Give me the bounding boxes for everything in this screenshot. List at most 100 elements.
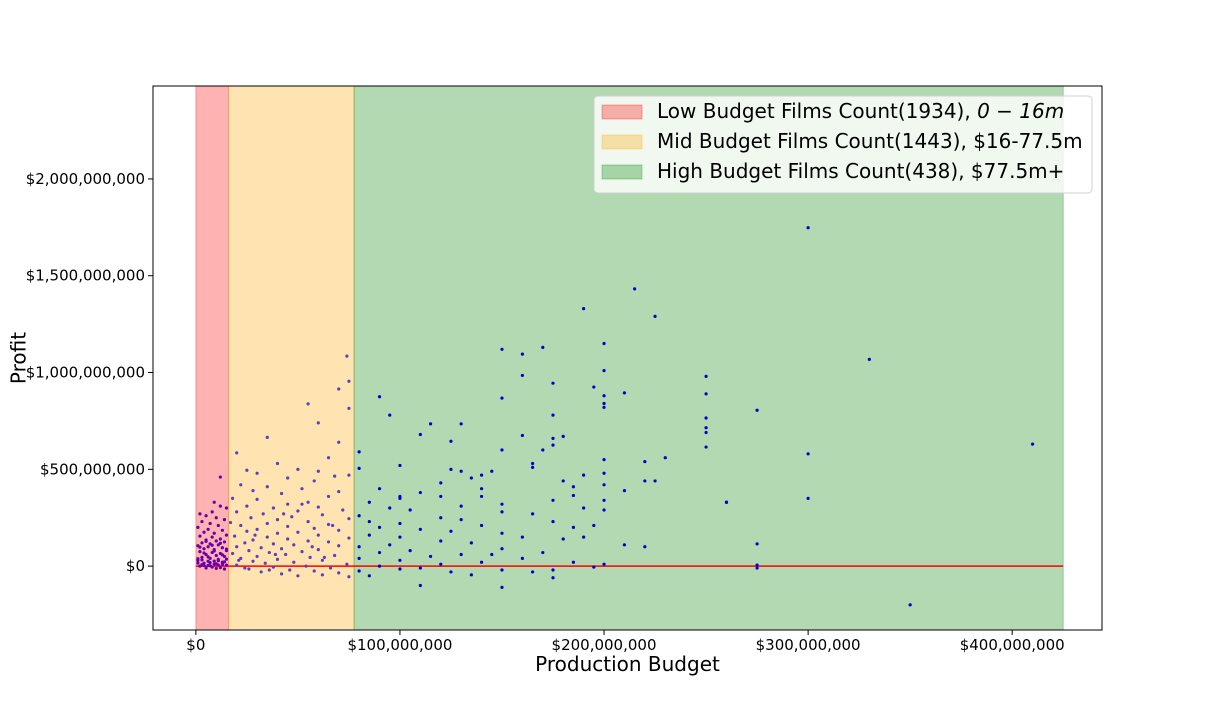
data-point xyxy=(230,496,235,500)
x-tick-label: $300,000,000 xyxy=(756,636,861,654)
data-point xyxy=(265,521,269,526)
data-point xyxy=(1031,442,1035,446)
data-point xyxy=(320,573,324,577)
data-point xyxy=(212,531,216,535)
y-axis-ticks: $0 $500,000,000 $1,000,000,000 $1,500,000,0… xyxy=(26,170,153,575)
data-point xyxy=(357,514,361,518)
data-point xyxy=(347,517,351,521)
data-point xyxy=(704,374,708,378)
data-point xyxy=(388,413,392,417)
data-point xyxy=(337,528,341,532)
data-point xyxy=(704,426,708,430)
y-tick-label: $2,000,000,000 xyxy=(26,170,145,188)
data-point xyxy=(255,527,259,531)
data-point xyxy=(531,570,535,574)
data-point xyxy=(288,568,292,572)
data-point xyxy=(500,547,504,551)
data-point xyxy=(408,508,412,512)
data-point xyxy=(279,547,284,551)
data-point xyxy=(263,561,267,565)
data-point xyxy=(755,408,759,412)
data-point xyxy=(251,559,255,563)
data-point xyxy=(541,550,545,555)
data-point xyxy=(316,533,320,537)
data-point xyxy=(622,543,627,547)
data-point xyxy=(200,519,204,524)
data-point xyxy=(310,545,314,549)
data-point xyxy=(531,461,535,466)
data-point xyxy=(500,448,504,452)
data-point xyxy=(428,422,433,426)
data-point xyxy=(622,489,627,493)
data-point xyxy=(439,539,443,543)
data-point xyxy=(210,510,214,514)
data-point xyxy=(337,440,341,444)
data-point xyxy=(500,347,504,351)
data-point xyxy=(230,551,235,556)
data-point xyxy=(198,549,202,554)
data-point xyxy=(228,520,233,525)
data-point xyxy=(439,494,443,499)
data-point xyxy=(806,496,810,500)
data-point xyxy=(271,542,276,546)
y-tick-label: $1,000,000,000 xyxy=(26,364,145,382)
data-point xyxy=(541,345,545,349)
data-point xyxy=(300,502,304,506)
data-point xyxy=(479,523,484,528)
data-point xyxy=(347,473,351,477)
data-point xyxy=(551,436,555,440)
y-tick-label: $500,000,000 xyxy=(40,460,145,478)
budget-band-0 xyxy=(195,85,230,631)
data-point xyxy=(602,401,606,406)
data-point xyxy=(306,519,310,524)
data-point xyxy=(449,570,453,574)
data-point xyxy=(490,469,494,473)
data-point xyxy=(520,433,524,438)
data-point xyxy=(196,561,200,565)
data-point xyxy=(551,443,555,447)
data-point xyxy=(290,515,294,519)
data-point xyxy=(306,402,310,406)
data-point xyxy=(198,512,202,516)
data-point xyxy=(308,555,312,560)
data-point xyxy=(243,541,247,545)
data-point xyxy=(345,354,349,358)
data-point xyxy=(245,529,249,533)
data-point xyxy=(216,523,220,528)
data-point xyxy=(704,392,708,396)
data-point xyxy=(459,552,463,557)
data-point xyxy=(214,553,218,558)
data-point xyxy=(602,368,606,373)
data-point xyxy=(202,551,206,555)
data-point xyxy=(418,566,422,570)
data-point xyxy=(408,549,412,553)
data-point xyxy=(755,563,759,567)
data-point xyxy=(479,473,484,477)
data-point xyxy=(592,565,596,569)
data-point xyxy=(275,557,280,561)
data-point xyxy=(279,491,284,496)
data-point xyxy=(551,381,555,385)
data-point xyxy=(551,576,555,580)
data-point xyxy=(592,523,596,528)
data-point xyxy=(520,373,524,378)
data-point xyxy=(255,471,259,475)
data-point xyxy=(357,545,361,549)
data-point xyxy=(210,535,214,539)
data-point xyxy=(216,559,220,563)
data-point xyxy=(663,456,667,460)
data-point xyxy=(220,562,224,566)
data-point xyxy=(316,469,320,473)
data-point xyxy=(479,494,484,499)
data-point xyxy=(428,554,433,559)
data-point xyxy=(222,567,227,571)
data-point xyxy=(500,531,504,535)
data-point xyxy=(398,521,402,526)
data-point xyxy=(357,569,361,573)
data-point xyxy=(724,500,729,504)
data-point xyxy=(439,562,443,566)
data-point xyxy=(233,534,237,538)
data-point xyxy=(337,571,341,575)
